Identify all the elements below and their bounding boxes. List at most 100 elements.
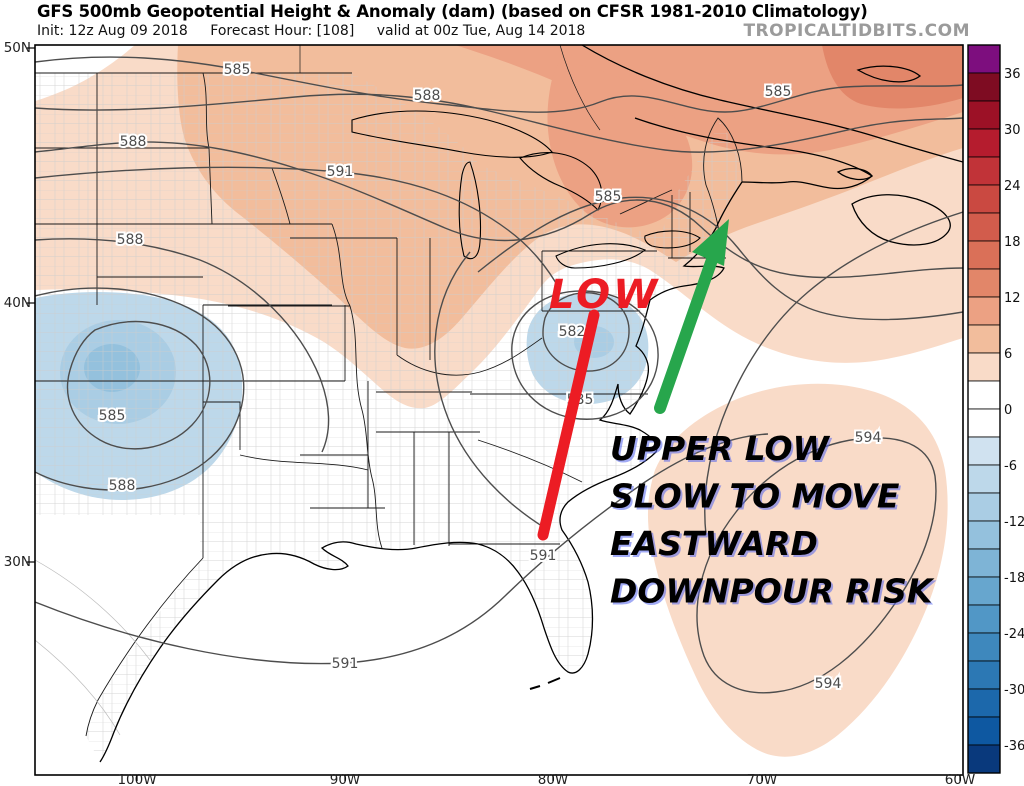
colorbar-cell: [967, 72, 1001, 102]
init-time: Init: 12z Aug 09 2018: [37, 23, 188, 39]
mexico-lines: [35, 559, 151, 736]
colorbar-tick-24: 24: [1004, 179, 1021, 194]
contour-591-northeast: [704, 211, 963, 536]
contour-label-588: 588: [109, 478, 136, 494]
colorbar: 36 30 24 18 12 6 0 -6 -12 -18 -24 -30 -36: [967, 44, 1024, 774]
red-arrow: [537, 309, 600, 541]
colorbar-cell: [967, 240, 1001, 270]
colorbar-cell: [967, 660, 1001, 690]
contour-591-west: [35, 166, 561, 291]
colorbar-tick--6: -6: [1004, 459, 1017, 474]
annotation-shadow: SLOW TO MOVE: [612, 479, 902, 518]
colorbar-tick-0: 0: [1004, 403, 1012, 418]
colorbar-tick--30: -30: [1004, 683, 1024, 698]
annotation-line: EASTWARD: [610, 524, 818, 563]
st-lawrence-north-shore: [581, 45, 963, 163]
lat-label-50N: 50N: [4, 40, 31, 56]
contour-594-offshore-loop: [696, 437, 937, 694]
annotation-shadow: UPPER LOW: [612, 431, 833, 470]
annotation-line: UPPER LOW: [610, 429, 831, 468]
contour-label-588: 588: [117, 232, 144, 248]
lake-ontario: [644, 230, 701, 249]
annotation-shadow: EASTWARD: [612, 526, 820, 565]
colorbar-cell: [967, 100, 1001, 130]
contour-label-585: 585: [595, 189, 622, 205]
colorbar-cell: [967, 632, 1001, 662]
colorbar-frame: [967, 44, 1001, 774]
contour-label-591: 591: [332, 656, 359, 672]
positive-anomaly-corner: [822, 45, 963, 109]
colorbar-cell: [967, 548, 1001, 578]
contour-585-north: [35, 56, 963, 113]
colorbar-tick--18: -18: [1004, 571, 1024, 586]
contour-label-585: 585: [224, 62, 251, 78]
green-arrow-head: [692, 219, 729, 266]
model-run-info: Init: 12z Aug 09 2018 Forecast Hour: [10…: [37, 23, 603, 39]
colorbar-tick--24: -24: [1004, 627, 1024, 642]
contour-588-southwest: [35, 287, 245, 491]
lat-label-40N: 40N: [4, 295, 31, 311]
anticosti-island: [856, 65, 922, 83]
contour-label-591: 591: [530, 548, 557, 564]
nova-scotia: [851, 194, 951, 246]
colorbar-cell: [967, 688, 1001, 718]
colorbar-cell: [967, 156, 1001, 186]
colorbar-cell: [967, 296, 1001, 326]
contour-label-585: 585: [99, 408, 126, 424]
contour-585-virginia-loop: [511, 290, 659, 420]
valid-time: valid at 00z Tue, Aug 14 2018: [376, 23, 586, 39]
lake-erie: [555, 243, 647, 269]
low-label: LOW: [549, 272, 660, 318]
colorbar-tick-36: 36: [1004, 67, 1021, 82]
contour-label-594: 594: [815, 676, 842, 692]
colorbar-cell: [967, 716, 1001, 746]
colorbar-cell: [967, 128, 1001, 158]
contour-588-long: [35, 141, 963, 279]
prince-edward-island: [836, 167, 873, 181]
contour-588-west2: [35, 238, 330, 453]
colorbar-cell: [967, 408, 1001, 438]
contour-label-591: 591: [327, 164, 354, 180]
colorbar-tick-30: 30: [1004, 123, 1021, 138]
us-east-gulf-coast: [99, 181, 743, 763]
florida-keys: [529, 677, 561, 690]
state-borders: [35, 45, 743, 737]
colorbar-cell: [967, 352, 1001, 382]
positive-anomaly-offshore: [647, 383, 948, 757]
coastline: [99, 45, 963, 763]
map-frame: [34, 44, 964, 776]
colorbar-cell: [967, 184, 1001, 214]
page-title: GFS 500mb Geopotential Height & Anomaly …: [37, 2, 868, 21]
colorbar-cell: [967, 268, 1001, 298]
forecast-hour: Forecast Hour: [108]: [210, 23, 355, 39]
annotation-shadow: DOWNPOUR RISK: [612, 574, 937, 613]
height-contours: [35, 56, 963, 694]
colorbar-tick--36: -36: [1004, 739, 1024, 754]
colorbar-cell: [967, 212, 1001, 242]
colorbar-tick-18: 18: [1004, 235, 1021, 250]
contour-585-northeast: [477, 196, 963, 321]
colorbar-cell: [967, 380, 1001, 410]
colorbar-cell: [967, 492, 1001, 522]
contour-label-594: 594: [855, 430, 882, 446]
colorbar-cell: [967, 464, 1001, 494]
site-watermark: TROPICALTIDBITS.COM: [743, 21, 970, 41]
colorbar-cell: [967, 604, 1001, 634]
contour-label-588: 588: [120, 134, 147, 150]
contour-588-upper: [35, 93, 963, 153]
colorbar-cell: [967, 44, 1001, 74]
lake-superior: [351, 110, 553, 158]
colorbar-tick-6: 6: [1004, 347, 1012, 362]
contour-591-gulf: [35, 433, 769, 665]
colorbar-cell: [967, 520, 1001, 550]
contour-label-582: 582: [559, 324, 586, 340]
lat-label-30N: 30N: [4, 554, 31, 570]
colorbar-tick-12: 12: [1004, 291, 1021, 306]
contour-588-virginia: [434, 251, 546, 529]
